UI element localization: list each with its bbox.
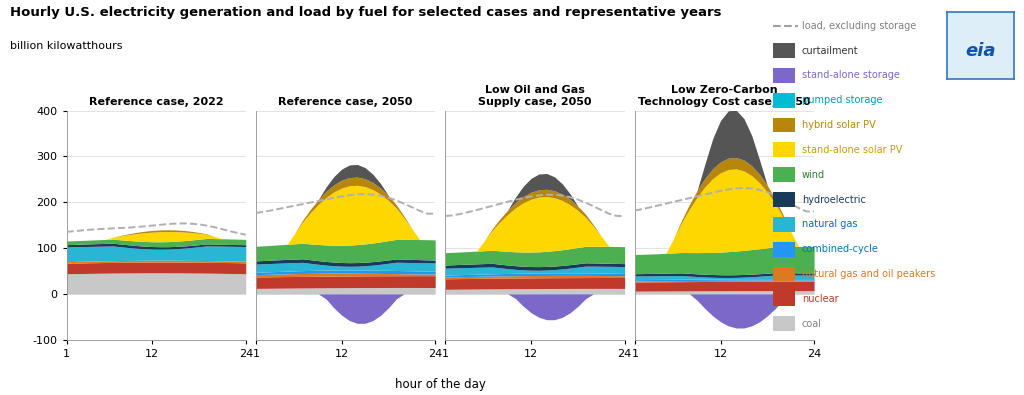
Text: coal: coal	[802, 319, 822, 329]
Bar	[773, 167, 795, 182]
Bar	[773, 143, 795, 157]
Text: billion kilowatthours: billion kilowatthours	[10, 41, 123, 51]
Text: pumped storage: pumped storage	[802, 95, 883, 105]
Text: wind: wind	[802, 170, 825, 180]
Title: Low Oil and Gas
Supply case, 2050: Low Oil and Gas Supply case, 2050	[478, 85, 592, 107]
Bar	[773, 43, 795, 58]
Text: nuclear: nuclear	[802, 294, 839, 304]
Title: Reference case, 2022: Reference case, 2022	[89, 97, 223, 107]
Text: stand-alone solar PV: stand-alone solar PV	[802, 145, 902, 155]
Text: stand-alone storage: stand-alone storage	[802, 70, 900, 81]
Bar	[773, 93, 795, 108]
Bar	[773, 292, 795, 306]
Text: eia: eia	[966, 42, 995, 60]
Bar	[773, 267, 795, 282]
Title: Reference case, 2050: Reference case, 2050	[279, 97, 413, 107]
Bar	[773, 118, 795, 132]
Title: Low Zero-Carbon
Technology Cost case, 2050: Low Zero-Carbon Technology Cost case, 20…	[638, 85, 811, 107]
Text: hour of the day: hour of the day	[395, 378, 485, 391]
Text: Hourly U.S. electricity generation and load by fuel for selected cases and repre: Hourly U.S. electricity generation and l…	[10, 6, 722, 19]
Text: natural gas and oil peakers: natural gas and oil peakers	[802, 269, 935, 279]
Text: curtailment: curtailment	[802, 45, 858, 56]
Text: natural gas: natural gas	[802, 219, 857, 229]
Text: hybrid solar PV: hybrid solar PV	[802, 120, 876, 130]
Bar	[773, 242, 795, 257]
Bar	[773, 68, 795, 83]
Text: hydroelectric: hydroelectric	[802, 194, 865, 205]
Bar	[773, 217, 795, 232]
Bar	[773, 316, 795, 331]
Text: combined-cycle: combined-cycle	[802, 244, 879, 254]
Bar	[773, 192, 795, 207]
Text: load, excluding storage: load, excluding storage	[802, 21, 916, 31]
